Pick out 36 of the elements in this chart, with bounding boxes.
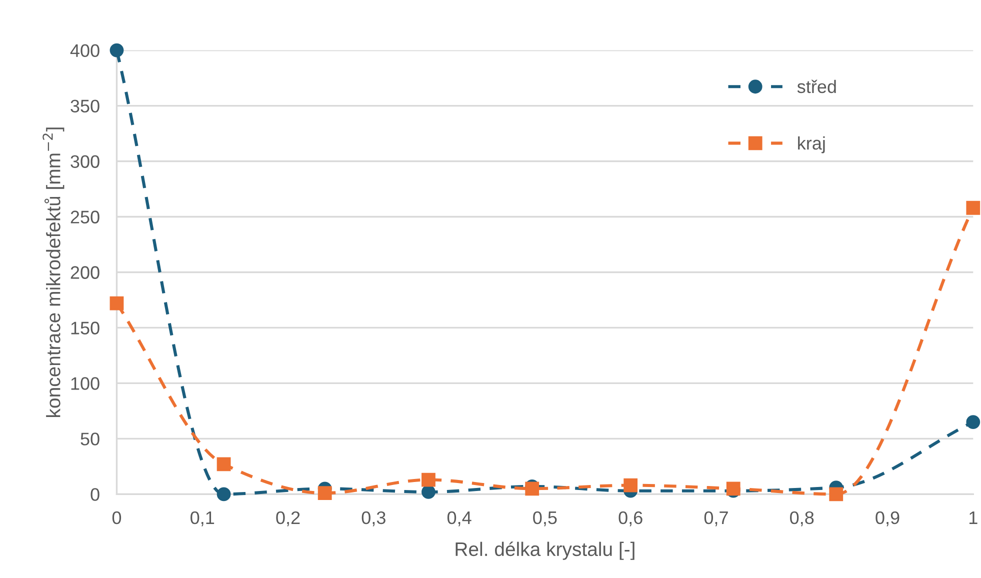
x-tick-label: 0,2 — [276, 511, 300, 526]
y-tick-label: 400 — [70, 44, 100, 58]
point — [110, 296, 124, 310]
point — [318, 486, 332, 500]
x-tick-label: 0,7 — [704, 511, 728, 526]
x-tick-label: 1 — [970, 512, 978, 524]
point — [966, 200, 980, 215]
y-tick-label: 200 — [70, 266, 100, 279]
point — [829, 487, 844, 502]
point — [422, 472, 436, 487]
x-tick-label: 0,6 — [618, 511, 642, 526]
x-tick-label: 0,1 — [190, 511, 214, 526]
y-axis-title: koncentrace mikrodefektů [mm$^{−2}$] — [42, 128, 64, 417]
point — [216, 457, 231, 472]
x-axis-title: Rel. délka krystalu [-] — [456, 542, 634, 560]
legend-label: střed — [797, 80, 836, 94]
x-tick-label: 0 — [112, 511, 122, 524]
y-tick-label: 100 — [71, 377, 100, 390]
y-tick-label: 300 — [70, 155, 100, 168]
y-tick-label: 250 — [70, 210, 100, 224]
x-tick-label: 0,4 — [447, 511, 472, 526]
x-tick-label: 0,9 — [876, 511, 900, 526]
point — [624, 478, 638, 492]
y-tick-label: 50 — [80, 432, 100, 446]
point — [966, 415, 980, 429]
y-tick-label: 0 — [90, 488, 100, 501]
x-tick-label: 0,5 — [533, 511, 557, 526]
point — [525, 482, 540, 496]
x-tick-label: 0,3 — [362, 511, 386, 526]
x-tick-label: 0,8 — [790, 511, 814, 526]
point — [422, 485, 436, 499]
legend-label: kraj — [798, 136, 825, 154]
point — [110, 43, 124, 58]
y-tick-label: 150 — [71, 322, 100, 334]
y-tick-label: 350 — [70, 100, 100, 112]
point — [216, 487, 231, 502]
